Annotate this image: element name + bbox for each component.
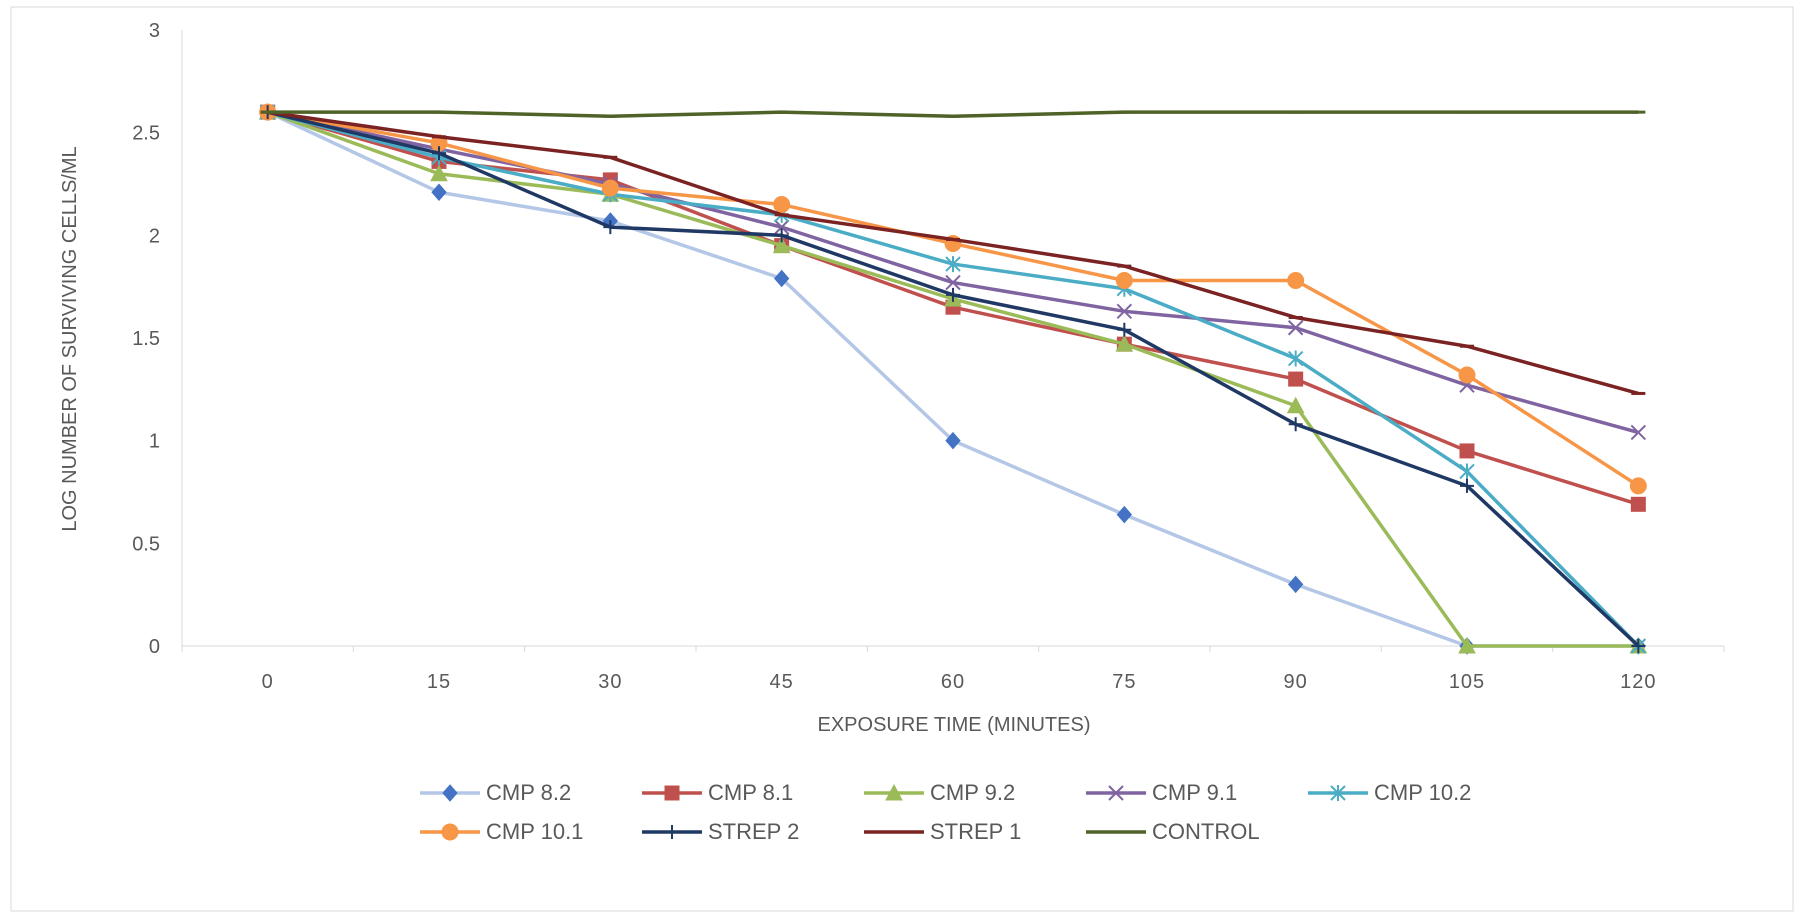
series-strep-2 [260,105,1646,653]
data-point-cmp-9-2 [430,164,448,182]
x-tick-label: 105 [1449,671,1485,693]
chart-border [10,6,1794,912]
legend-marker-cmp-9-1 [1108,785,1124,801]
legend-marker-cmp-8-2 [442,784,458,802]
data-point-strep-2 [432,146,446,161]
y-tick-label: 0.5 [132,533,160,555]
legend-marker-cmp-10-2 [1330,785,1346,801]
data-point-cmp-10-1 [601,179,619,197]
x-tick-label: 45 [770,671,794,693]
y-tick-label: 3 [149,20,160,42]
data-point-cmp-8-2 [431,183,447,201]
data-point-cmp-10-2 [1287,350,1304,367]
x-tick-label: 15 [427,671,451,693]
legend: CMP 8.2 CMP 8.1 CMP 9.2 CMP 9.1 CMP 10.2 CMP … [420,780,1471,844]
x-tick-label: 75 [1112,671,1136,693]
data-point-strep-2 [774,228,789,243]
data-point-cmp-8-2 [945,431,961,450]
series-control [260,110,1646,118]
data-point-cmp-10-1 [1115,272,1133,290]
data-point-strep-2 [1460,478,1474,493]
series-cmp-10-1 [259,103,1647,495]
legend-label-cmp-10-2: CMP 10.2 [1374,780,1471,805]
y-axis-ticks: 0 0.5 1 1.5 2 2.5 3 [132,20,160,658]
legend-marker-cmp-8-1 [664,785,680,801]
y-tick-label: 1.5 [132,328,160,350]
data-point-cmp-8-1 [1288,371,1304,387]
legend-marker-cmp-10-1 [441,823,459,841]
y-tick-label: 2.5 [132,123,160,145]
data-point-cmp-9-2 [1458,636,1476,654]
x-tick-label: 120 [1620,671,1656,693]
legend-item-cmp-9-2: CMP 9.2 [864,780,1015,805]
y-axis-label: LOG NUMBER OF SURVIVING CELLS/ML [59,146,81,531]
data-point-cmp-8-1 [1459,443,1475,459]
legend-item-strep-1: STREP 1 [864,819,1021,844]
data-point-cmp-9-1 [773,219,790,235]
legend-label-cmp-9-2: CMP 9.2 [930,780,1015,805]
y-tick-label: 1 [149,431,160,453]
legend-item-cmp-8-1: CMP 8.1 [642,780,793,805]
legend-label-cmp-8-1: CMP 8.1 [708,780,793,805]
data-point-cmp-8-2 [1116,505,1132,524]
legend-label-strep-2: STREP 2 [708,819,799,844]
legend-label-control: CONTROL [1152,819,1260,844]
data-point-cmp-10-1 [773,196,791,214]
data-point-cmp-10-1 [1458,366,1476,384]
data-point-cmp-10-2 [1459,463,1475,480]
legend-item-cmp-8-2: CMP 8.2 [420,780,571,805]
data-point-cmp-9-1 [945,274,961,291]
data-point-strep-2 [1288,417,1303,432]
x-axis-label: EXPOSURE TIME (MINUTES) [818,714,1091,736]
legend-label-strep-1: STREP 1 [930,819,1021,844]
x-tick-label: 0 [262,671,274,693]
data-point-strep-2 [1631,639,1646,653]
data-point-cmp-9-1 [1287,320,1304,336]
series-layer [258,103,1648,655]
x-tick-label: 30 [598,671,622,693]
data-point-cmp-10-1 [1629,477,1647,495]
data-point-cmp-9-2 [772,236,791,254]
data-point-cmp-9-1 [1116,303,1133,320]
data-point-cmp-9-1 [1630,424,1647,441]
legend-marker-cmp-9-2 [885,783,903,801]
data-point-cmp-9-2 [1115,335,1134,352]
legend-item-control: CONTROL [1086,819,1260,844]
data-point-cmp-9-2 [1286,396,1305,414]
x-tick-label: 60 [941,671,965,693]
x-tick-label: 90 [1284,671,1308,693]
data-point-strep-2 [603,220,618,235]
data-point-strep-2 [946,287,960,302]
legend-label-cmp-8-2: CMP 8.2 [486,780,571,805]
data-point-cmp-10-1 [1287,272,1305,290]
legend-item-strep-2: STREP 2 [642,819,799,844]
legend-item-cmp-10-1: CMP 10.1 [420,819,583,844]
data-point-cmp-10-2 [945,256,961,273]
y-tick-label: 2 [149,225,160,247]
legend-label-cmp-10-1: CMP 10.1 [486,819,583,844]
legend-item-cmp-10-2: CMP 10.2 [1308,780,1471,805]
data-point-cmp-8-2 [774,269,790,288]
legend-marker-strep-2 [665,825,679,839]
x-axis-ticks: 0 15 30 45 60 75 90 105 120 [181,646,1725,693]
legend-item-cmp-9-1: CMP 9.1 [1086,780,1237,805]
legend-label-cmp-9-1: CMP 9.1 [1152,780,1237,805]
data-point-cmp-8-2 [1288,575,1304,594]
data-point-cmp-8-1 [1630,496,1646,512]
y-tick-label: 0 [149,636,160,658]
data-point-strep-2 [1117,322,1132,337]
